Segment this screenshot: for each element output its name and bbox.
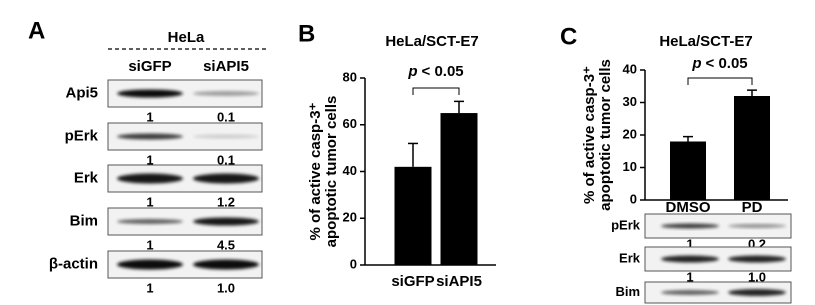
quant-label: 4.5: [217, 237, 235, 252]
chart-title: HeLa/SCT-E7: [385, 33, 478, 50]
bar: [394, 166, 432, 265]
row-label: β-actin: [49, 255, 98, 272]
x-tick-label: siAPI5: [436, 273, 482, 290]
annotation-text: < 0.05: [706, 55, 748, 72]
cell-line: HeLa: [168, 29, 205, 46]
band: [193, 173, 259, 184]
bar: [670, 141, 706, 200]
quant-label: 1: [146, 194, 153, 209]
band: [117, 173, 183, 184]
lane-label: siGFP: [128, 58, 171, 75]
band: [661, 290, 719, 295]
quant-label: 1: [146, 152, 153, 167]
band: [117, 259, 183, 270]
annotation: p < 0.05: [407, 63, 463, 80]
band: [728, 289, 786, 296]
bar: [440, 113, 478, 265]
band: [117, 219, 183, 224]
quant-label: 1: [146, 280, 153, 295]
quant-label: 1.0: [217, 280, 235, 295]
row-label: pErk: [65, 127, 99, 144]
y-tick-label: 20: [623, 126, 637, 141]
row-label: Erk: [619, 250, 641, 265]
band: [117, 89, 183, 98]
panel-letter: A: [28, 17, 45, 44]
quant-label: 1: [146, 237, 153, 252]
row-label: Api5: [65, 84, 98, 101]
quant-label: 0.1: [217, 109, 235, 124]
y-tick-label: 80: [343, 69, 357, 84]
band: [117, 133, 183, 140]
y-tick-label: 40: [343, 163, 357, 178]
significance-bracket: [412, 87, 460, 95]
y-tick-label: 0: [350, 256, 357, 271]
row-label: Bim: [615, 284, 640, 299]
y-axis-label: apoptotic tumor cells: [597, 59, 614, 211]
band: [661, 223, 719, 229]
quant-label: 1.0: [748, 269, 766, 284]
y-axis-label: % of active casp-3⁺: [581, 66, 598, 204]
bar: [734, 96, 770, 200]
panel-letter: C: [560, 23, 577, 50]
band: [728, 255, 786, 263]
quant-label: 1.2: [217, 194, 235, 209]
significance-bracket: [687, 77, 753, 85]
panel-letter: B: [298, 20, 315, 47]
annotation-text: < 0.05: [422, 63, 464, 80]
annotation: p < 0.05: [691, 55, 747, 72]
x-tick-label: DMSO: [666, 199, 711, 216]
quant-label: 1: [686, 269, 693, 284]
band: [193, 91, 259, 96]
annotation-symbol: p: [691, 55, 701, 72]
band: [193, 134, 259, 139]
y-tick-label: 20: [343, 210, 357, 225]
quant-label: 1: [146, 109, 153, 124]
y-tick-label: 30: [623, 94, 637, 109]
row-label: pErk: [611, 217, 641, 232]
quant-label: 1: [686, 236, 693, 251]
y-tick-label: 40: [623, 61, 637, 76]
band: [193, 259, 259, 270]
row-label: Bim: [70, 212, 98, 229]
row-label: Erk: [74, 169, 99, 186]
y-tick-label: 60: [343, 116, 357, 131]
quant-label: 0.1: [217, 152, 235, 167]
y-tick-label: 0: [630, 191, 637, 206]
x-tick-label: siGFP: [391, 273, 434, 290]
band: [728, 224, 786, 228]
y-axis-label: % of active casp-3⁺: [307, 102, 324, 240]
x-tick-label: PD: [742, 199, 763, 216]
annotation-symbol: p: [407, 63, 417, 80]
chart-title: HeLa/SCT-E7: [659, 33, 752, 50]
y-axis-label: apoptotic tumor cells: [323, 96, 340, 248]
band: [193, 217, 259, 226]
y-tick-label: 10: [623, 159, 637, 174]
band: [661, 255, 719, 263]
lane-label: siAPI5: [203, 58, 249, 75]
